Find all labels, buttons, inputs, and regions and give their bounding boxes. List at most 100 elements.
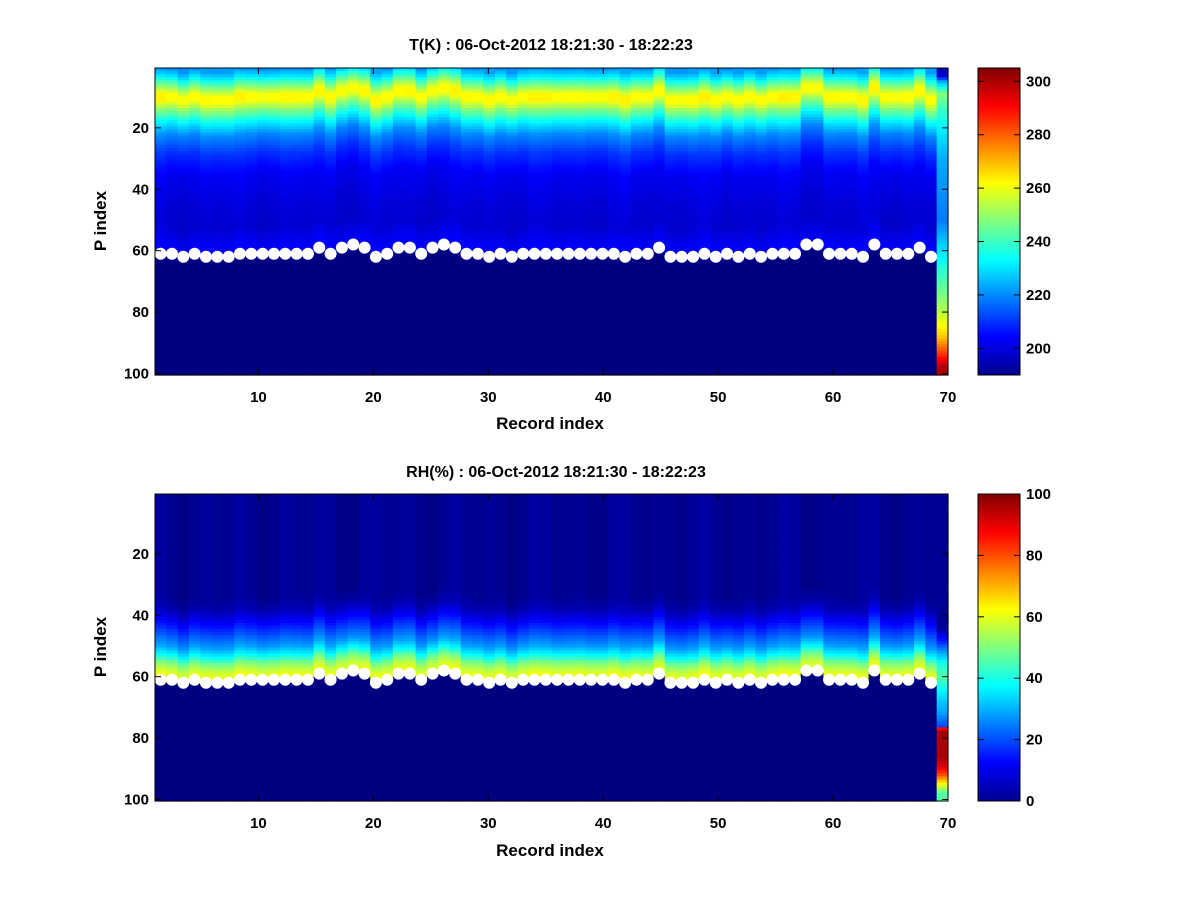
heatmap-cell — [449, 368, 462, 373]
heatmap-cell — [381, 123, 394, 127]
heatmap-cell — [460, 282, 473, 287]
heatmap-cell — [460, 147, 473, 152]
heatmap-cell — [347, 365, 360, 370]
heatmap-cell — [324, 92, 337, 97]
heatmap-cell — [279, 353, 292, 358]
heatmap-cell — [392, 347, 405, 352]
heatmap-cell — [460, 365, 473, 370]
heatmap-cell — [426, 270, 439, 275]
heatmap-cell — [438, 313, 451, 318]
heatmap-cell — [155, 338, 167, 342]
heatmap-cell — [426, 307, 439, 312]
heatmap-cell — [404, 163, 417, 167]
heatmap-cell — [415, 224, 428, 229]
heatmap-cell — [381, 117, 394, 121]
heatmap-cell — [347, 230, 360, 235]
heatmap-cell — [438, 249, 451, 253]
heatmap-cell — [347, 92, 360, 97]
heatmap-cell — [245, 101, 258, 106]
heatmap-cell — [302, 230, 315, 235]
heatmap-cell — [370, 77, 383, 81]
heatmap-cell — [438, 129, 451, 134]
heatmap-cell — [392, 325, 405, 330]
heatmap-cell — [256, 166, 269, 170]
heatmap-cell — [245, 264, 258, 269]
heatmap-cell — [324, 347, 337, 352]
heatmap-cell — [188, 350, 201, 355]
heatmap-cell — [449, 307, 462, 312]
heatmap-cell — [313, 74, 326, 78]
heatmap-cell — [370, 341, 383, 345]
heatmap-cell — [313, 221, 326, 226]
heatmap-cell — [279, 77, 292, 81]
heatmap-cell — [290, 83, 303, 88]
heatmap-cell — [426, 86, 439, 91]
heatmap-cell — [438, 77, 451, 81]
heatmap-cell — [392, 298, 405, 302]
heatmap-cell — [313, 175, 326, 180]
heatmap-cell — [324, 227, 337, 232]
heatmap-cell — [200, 353, 213, 358]
heatmap-cell — [472, 301, 485, 305]
heatmap-cell — [279, 203, 292, 207]
heatmap-cell — [324, 328, 337, 333]
heatmap-cell — [438, 362, 451, 367]
heatmap-cell — [290, 282, 303, 287]
heatmap-cell — [234, 356, 247, 361]
heatmap-cell — [211, 184, 224, 189]
heatmap-cell — [200, 239, 213, 244]
heatmap-cell — [415, 178, 428, 183]
heatmap-cell — [188, 141, 201, 146]
heatmap-cell — [290, 307, 303, 312]
heatmap-cell — [324, 101, 337, 106]
heatmap-cell — [177, 200, 190, 204]
heatmap-cell — [290, 193, 303, 198]
heatmap-cell — [290, 141, 303, 146]
heatmap-cell — [222, 153, 235, 158]
heatmap-cell — [200, 98, 213, 103]
heatmap-cell — [483, 95, 496, 100]
heatmap-cell — [324, 301, 337, 305]
heatmap-cell — [336, 98, 349, 103]
heatmap-cell — [336, 110, 349, 115]
heatmap-cell — [200, 138, 213, 143]
heatmap-cell — [302, 187, 315, 192]
heatmap-cell — [200, 227, 213, 232]
heatmap-cell — [313, 307, 326, 312]
heatmap-cell — [302, 224, 315, 229]
heatmap-cell — [256, 141, 269, 146]
heatmap-cell — [460, 107, 473, 112]
heatmap-cell — [449, 276, 462, 281]
heatmap-cell — [234, 92, 247, 97]
heatmap-cell — [426, 135, 439, 140]
heatmap-cell — [279, 209, 292, 213]
heatmap-cell — [166, 107, 179, 112]
heatmap-cell — [211, 138, 224, 143]
heatmap-cell — [358, 304, 371, 309]
heatmap-cell — [279, 332, 292, 336]
heatmap-cell — [358, 126, 371, 130]
heatmap-cell — [449, 123, 462, 127]
heatmap-cell — [483, 83, 496, 88]
heatmap-cell — [381, 310, 394, 315]
heatmap-cell — [392, 301, 405, 305]
heatmap-cell — [449, 285, 462, 290]
heatmap-cell — [449, 68, 462, 72]
heatmap-cell — [460, 68, 473, 72]
heatmap-cell — [234, 187, 247, 192]
heatmap-cell — [279, 227, 292, 232]
heatmap-cell — [234, 313, 247, 318]
heatmap-cell — [426, 178, 439, 183]
heatmap-cell — [290, 304, 303, 309]
heatmap-cell — [245, 341, 258, 345]
heatmap-cell — [404, 313, 417, 318]
heatmap-cell — [290, 169, 303, 173]
heatmap-cell — [392, 316, 405, 321]
heatmap-cell — [483, 92, 496, 97]
heatmap-cell — [324, 325, 337, 330]
heatmap-cell — [268, 313, 281, 318]
heatmap-cell — [347, 270, 360, 275]
heatmap-cell — [200, 132, 213, 137]
heatmap-cell — [370, 178, 383, 183]
heatmap-cell — [279, 147, 292, 152]
